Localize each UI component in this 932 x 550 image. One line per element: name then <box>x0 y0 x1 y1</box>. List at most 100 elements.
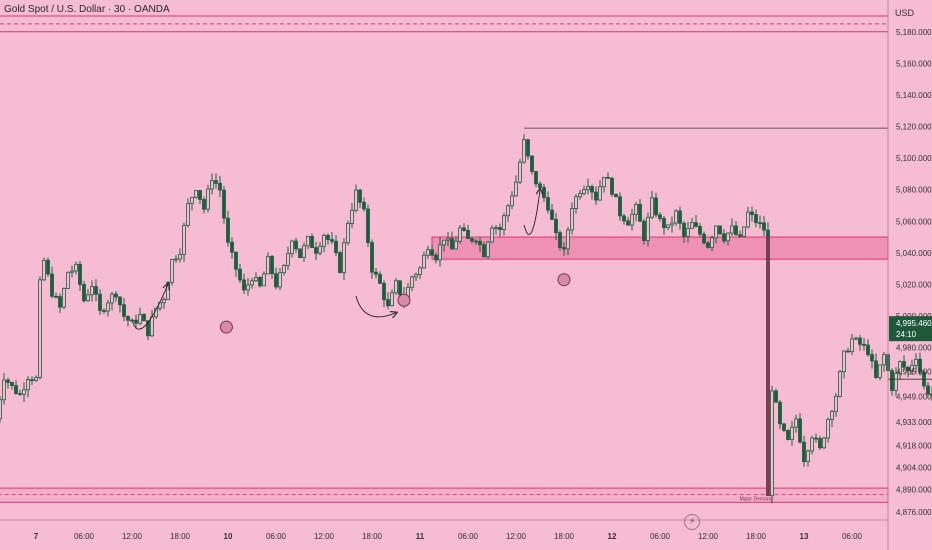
candle-bear <box>622 215 626 222</box>
candle-bear <box>562 247 566 250</box>
candle-bull <box>882 354 886 366</box>
candle-bull <box>162 299 166 304</box>
candle-bull <box>894 372 898 391</box>
candle-bull <box>794 418 798 428</box>
candle-bull <box>266 255 270 275</box>
y-tick-label: 5,080.000 <box>896 186 932 195</box>
y-tick-label: 4,949.000 <box>896 393 932 402</box>
candle-bear <box>706 242 710 248</box>
candle-bear <box>466 230 470 239</box>
candle-bear <box>550 209 554 220</box>
candle-bear <box>614 193 618 198</box>
liquidity-sweep-marker <box>557 273 571 287</box>
candle-bear <box>122 304 126 317</box>
candle-bear <box>858 337 862 345</box>
x-tick-label: 18:00 <box>362 532 383 541</box>
candle-bull <box>578 193 582 198</box>
candle-bull <box>354 189 358 211</box>
candle-bear <box>202 199 206 210</box>
candle-bull <box>350 209 354 224</box>
candle-bear <box>758 222 762 225</box>
candle-bull <box>26 379 30 391</box>
candle-bull <box>438 244 442 261</box>
candle-bear <box>702 233 706 244</box>
candle-bear <box>298 248 302 259</box>
candles-layer <box>0 134 932 504</box>
candle-bull <box>318 245 322 254</box>
candle-bear <box>606 176 610 179</box>
candle-bull <box>178 253 182 260</box>
lightning-icon[interactable]: ⚡ <box>684 514 700 530</box>
candle-bull <box>426 249 430 256</box>
candle-bear <box>498 227 502 230</box>
y-tick-label: 4,933.000 <box>896 418 932 427</box>
annotations-layer: target 2target 1 <box>131 127 932 380</box>
candle-bull <box>306 236 310 247</box>
candle-bear <box>722 233 726 242</box>
x-tick-label: 18:00 <box>746 532 767 541</box>
swing-arrow <box>131 284 168 330</box>
candle-bear <box>642 220 646 241</box>
candle-bear <box>326 234 330 240</box>
candle-bear <box>558 232 562 248</box>
candle-bear <box>386 299 390 307</box>
candle-bear <box>474 240 478 243</box>
candle-bull <box>726 232 730 242</box>
x-tick-label: 10 <box>224 532 233 541</box>
candle-bull <box>182 224 186 255</box>
candle-bull <box>914 358 918 366</box>
swing-arrow <box>523 190 540 235</box>
candle-bear <box>774 390 778 403</box>
candle-bull <box>878 364 882 378</box>
candle-bear <box>734 225 738 236</box>
candle-bull <box>70 270 74 273</box>
x-tick-label: 18:00 <box>170 532 191 541</box>
candle-bear <box>682 222 686 237</box>
candle-bear <box>50 273 54 297</box>
x-tick-label: 06:00 <box>650 532 671 541</box>
candle-bull <box>458 227 462 242</box>
candle-bear <box>798 418 802 443</box>
candle-bear <box>874 360 878 378</box>
candle-bull <box>586 186 590 191</box>
candle-bear <box>694 222 698 227</box>
supply-zone <box>431 236 889 260</box>
candle-bull <box>210 180 214 190</box>
candle-bear <box>482 244 486 258</box>
candle-bull <box>290 240 294 255</box>
candle-bull <box>834 395 838 412</box>
candle-bull <box>518 161 522 183</box>
candle-bull <box>66 271 70 289</box>
x-tick-label: 12:00 <box>506 532 527 541</box>
candle-bull <box>454 240 458 250</box>
candle-bear <box>18 393 22 395</box>
x-tick-label: 7 <box>34 532 39 541</box>
candle-bull <box>170 259 174 283</box>
candle-bear <box>530 155 534 172</box>
candle-bear <box>222 189 226 219</box>
candle-bull <box>574 196 578 210</box>
candle-bear <box>470 238 474 242</box>
y-tick-label: 4,890.000 <box>896 486 932 495</box>
candle-bear <box>778 401 782 425</box>
candle-bear <box>330 239 334 242</box>
candle-bear <box>214 180 218 184</box>
candle-bull <box>190 196 194 204</box>
currency-button[interactable]: USD <box>894 8 914 18</box>
candle-bull <box>566 229 570 250</box>
candle-bull <box>598 186 602 201</box>
candle-bear <box>370 242 374 273</box>
candle-bull <box>74 263 78 272</box>
y-tick-label: 5,160.000 <box>896 59 932 68</box>
candle-bear <box>274 273 278 288</box>
candle-bear <box>358 189 362 203</box>
y-tick-label: 5,020.000 <box>896 280 932 289</box>
y-tick-label: 5,100.000 <box>896 154 932 163</box>
candle-bear <box>750 211 754 215</box>
candle-bull <box>770 390 774 497</box>
price-badge-value: 4,995.460 <box>896 319 932 328</box>
liquidity-sweep-marker <box>219 320 233 334</box>
candle-bear <box>382 282 386 301</box>
